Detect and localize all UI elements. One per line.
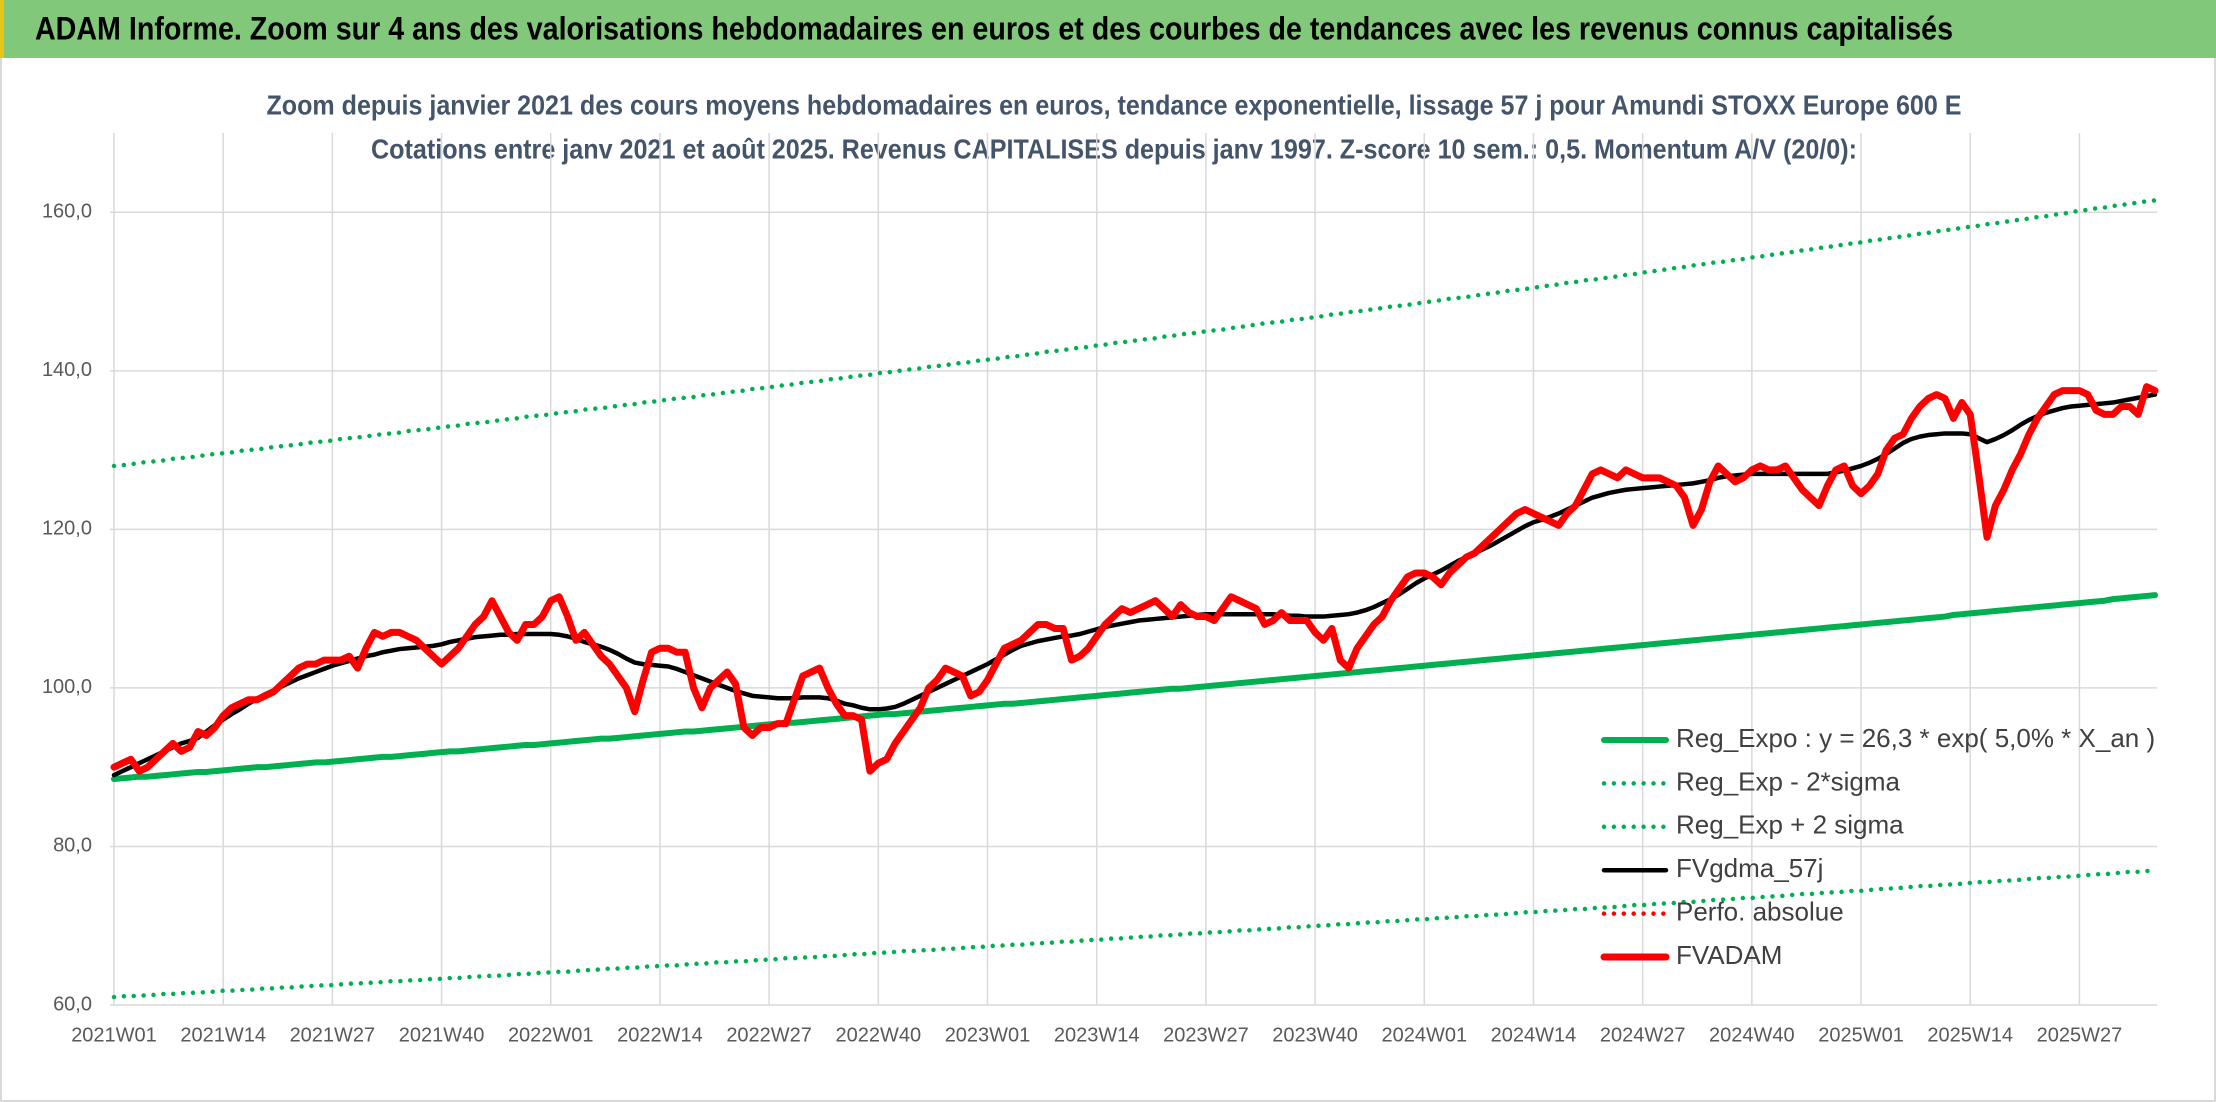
series-line — [110, 383, 2159, 775]
x-tick-label: 2024W01 — [1381, 1024, 1467, 1046]
header-band — [0, 0, 2216, 58]
plot — [110, 198, 2159, 1000]
grid: 60,0 80,0 100,0 120,0 140,0 160,0 2021W01 2021W… — [42, 133, 2157, 1046]
legend: Reg_Expo : y = 26,3 * exp( 5,0% * X_an )… — [1600, 723, 2155, 970]
x-tick-label: 2021W27 — [290, 1024, 376, 1046]
series-line — [111, 592, 2158, 783]
x-tick-label: 2023W01 — [945, 1024, 1031, 1046]
x-tick-label: 2022W27 — [726, 1024, 812, 1046]
x-tick-label: 2023W40 — [1272, 1024, 1358, 1046]
chart-subtitle: Cotations entre janv 2021 et août 2025. … — [371, 133, 1857, 164]
x-tick-label: 2021W40 — [399, 1024, 485, 1046]
chart-subtitle: Zoom depuis janvier 2021 des cours moyen… — [267, 89, 1962, 120]
y-tick-label: 60,0 — [53, 993, 92, 1015]
x-tick-label: 2023W27 — [1163, 1024, 1249, 1046]
y-tick-label: 120,0 — [42, 518, 92, 540]
header-accent — [0, 0, 4, 58]
legend-label: Perfo. absolue — [1676, 896, 1844, 926]
x-tick-label: 2024W27 — [1600, 1024, 1686, 1046]
x-tick-label: 2021W14 — [180, 1024, 266, 1046]
series-line — [111, 198, 2158, 469]
y-tick-label: 80,0 — [53, 835, 92, 857]
x-tick-label: 2022W01 — [508, 1024, 594, 1046]
x-tick-label: 2024W14 — [1491, 1024, 1577, 1046]
legend-label: Reg_Exp - 2*sigma — [1676, 766, 1901, 796]
x-tick-label: 2025W14 — [1927, 1024, 2013, 1046]
legend-label: Reg_Exp + 2 sigma — [1676, 810, 1904, 840]
y-tick-label: 160,0 — [42, 201, 92, 223]
x-tick-label: 2025W01 — [1818, 1024, 1904, 1046]
x-tick-label: 2025W27 — [2037, 1024, 2123, 1046]
x-tick-label: 2023W14 — [1054, 1024, 1140, 1046]
chart-title: ADAM Informe. Zoom sur 4 ans des valoris… — [35, 10, 1953, 46]
series-line — [111, 392, 2158, 778]
x-tick-label: 2021W01 — [71, 1024, 157, 1046]
legend-label: FVADAM — [1676, 940, 1782, 970]
x-tick-label: 2024W40 — [1709, 1024, 1795, 1046]
y-tick-label: 140,0 — [42, 359, 92, 381]
legend-label: FVgdma_57j — [1676, 853, 1823, 883]
x-tick-label: 2022W40 — [836, 1024, 922, 1046]
legend-label: Reg_Expo : y = 26,3 * exp( 5,0% * X_an ) — [1676, 723, 2155, 753]
y-tick-label: 100,0 — [42, 676, 92, 698]
x-tick-label: 2022W14 — [617, 1024, 703, 1046]
